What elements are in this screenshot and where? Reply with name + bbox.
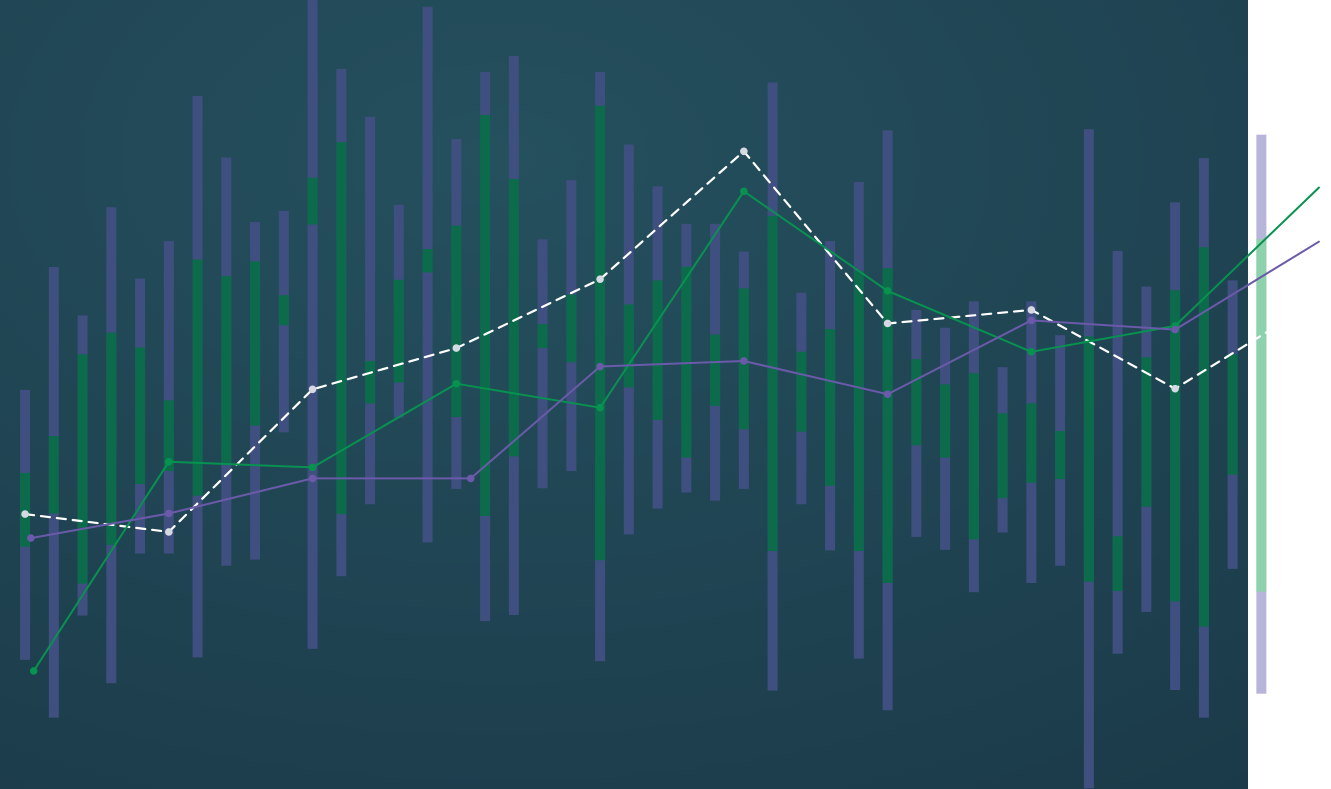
bar-11 <box>307 0 318 649</box>
bar-28-highlight <box>796 351 807 432</box>
bar-17-highlight <box>480 114 491 516</box>
bar-41-highlight <box>1170 290 1181 602</box>
bar-27-highlight <box>767 215 778 552</box>
series-2-line <box>32 190 1248 672</box>
bar-33-highlight <box>940 384 951 458</box>
series-2-point-7 <box>883 287 892 295</box>
series-2-point-3 <box>308 463 317 472</box>
bar-3-highlight <box>77 354 88 584</box>
bar-1-highlight <box>20 472 31 547</box>
series-3-point-6 <box>740 357 748 365</box>
bar-12-highlight <box>336 142 347 515</box>
bar-11-highlight <box>307 177 318 225</box>
bar-43-highlight <box>1227 354 1238 475</box>
bar-7-highlight <box>192 259 203 496</box>
bar-42-highlight <box>1198 247 1209 627</box>
bar-36-highlight <box>1026 403 1037 483</box>
bar-9-highlight <box>250 261 261 426</box>
bar-group <box>20 0 1238 789</box>
bar-38-highlight <box>1083 336 1094 582</box>
series-3-line <box>29 283 1248 540</box>
bar-13-highlight <box>365 360 376 404</box>
bar-21-highlight <box>595 105 606 561</box>
bar-29-highlight <box>825 329 836 486</box>
bar-22-highlight <box>623 304 634 388</box>
bar-2-highlight <box>48 436 59 514</box>
bar-19-highlight <box>537 324 548 349</box>
bar-39-highlight <box>1112 536 1123 591</box>
series-3-point-7 <box>883 390 892 398</box>
series-1-point-2 <box>165 528 173 536</box>
bar-13 <box>365 116 376 505</box>
series-3-point-5 <box>596 362 604 371</box>
series-1-point-3 <box>308 385 317 394</box>
bar-5-highlight <box>135 347 146 484</box>
bar-group-overflow <box>1256 134 1267 694</box>
bar-15-highlight <box>422 249 433 273</box>
bar-32-highlight <box>911 359 922 446</box>
bar-40-highlight <box>1141 357 1152 507</box>
series-1-point-5 <box>596 275 604 283</box>
series-1-point-8 <box>1027 306 1036 314</box>
series-2-point-8 <box>1027 347 1036 356</box>
bar-15 <box>422 6 433 543</box>
bar-4-highlight <box>106 332 117 545</box>
bar-23-highlight <box>652 280 663 421</box>
bar-16-highlight <box>451 225 462 417</box>
series-1-line <box>24 150 1248 533</box>
bar-44-highlight-overflow <box>1256 239 1267 592</box>
series-2-point-6 <box>740 187 748 196</box>
bar-14-highlight <box>393 279 404 383</box>
bar-20-highlight <box>566 294 577 363</box>
series-3-point-4 <box>466 474 475 483</box>
bar-8-highlight <box>221 276 232 464</box>
bar-39 <box>1112 250 1123 654</box>
bar-35-highlight <box>997 413 1008 499</box>
bar-25-highlight <box>710 334 721 406</box>
series-2-point-2 <box>165 458 173 466</box>
series-2-point-5 <box>596 403 604 412</box>
series-3-point-2 <box>165 509 173 518</box>
series-2-point-4 <box>452 379 461 388</box>
series-3-point-1 <box>27 534 35 542</box>
series-3-point-3 <box>308 474 317 483</box>
bar-30-highlight <box>853 271 864 552</box>
bar-31-highlight <box>882 268 893 583</box>
series-2-point-1 <box>29 667 38 675</box>
bar-19 <box>537 239 548 489</box>
series-1-point-6 <box>740 147 748 156</box>
series-group <box>21 147 1248 675</box>
series-1-point-1 <box>21 510 29 518</box>
bar-6-highlight <box>163 400 174 472</box>
bar-34-highlight <box>968 373 979 540</box>
series-1-point-4 <box>452 344 461 352</box>
series-1-point-9 <box>1171 384 1179 393</box>
series-3-point-8 <box>1027 316 1036 325</box>
bar-18-highlight <box>508 178 519 457</box>
bar-10-highlight <box>278 295 289 326</box>
bar-37-highlight <box>1055 431 1066 480</box>
bar-6 <box>163 241 174 554</box>
series-1-point-7 <box>883 319 892 328</box>
series-3-point-9 <box>1171 325 1179 334</box>
